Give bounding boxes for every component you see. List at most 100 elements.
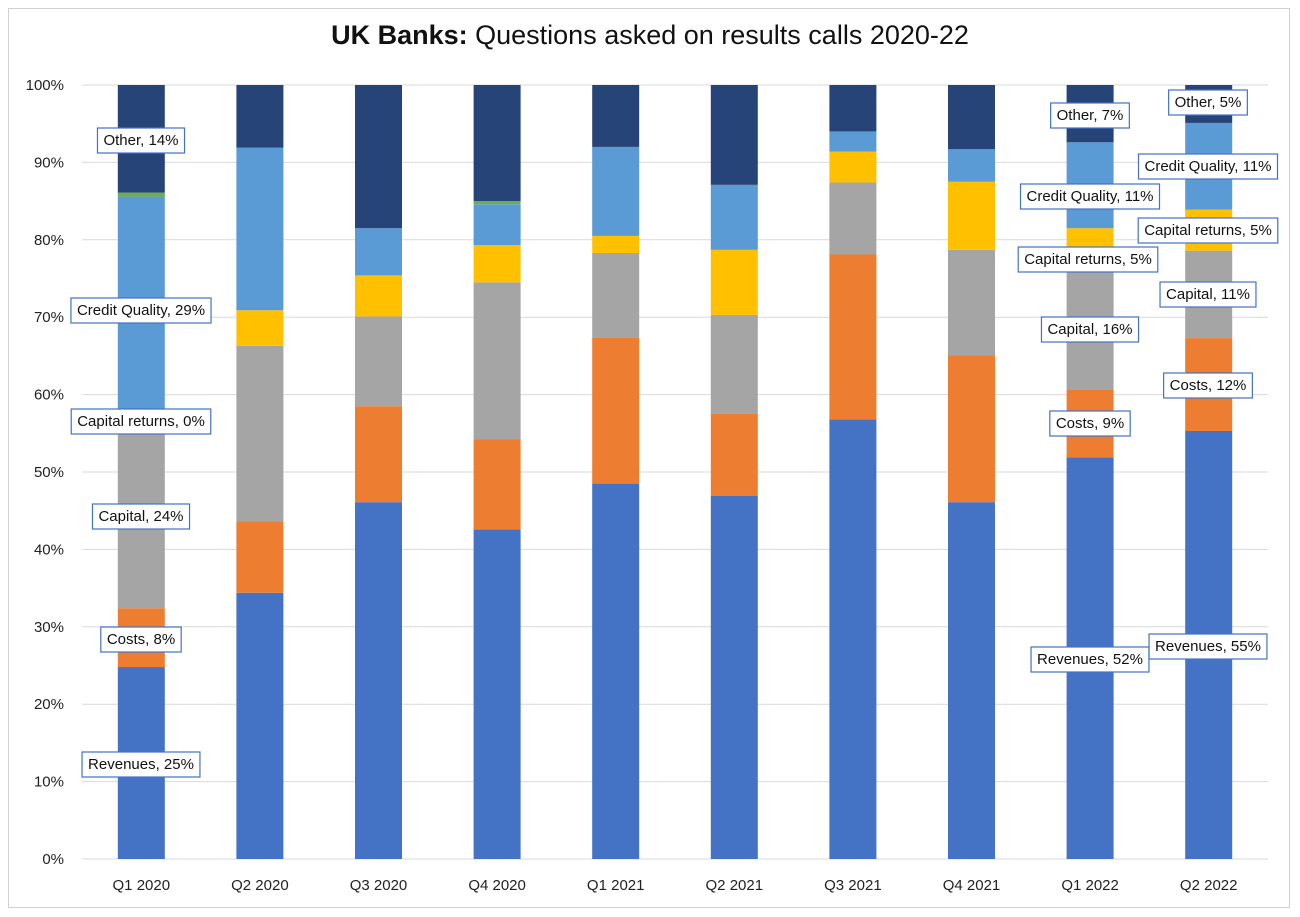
- bar-segment: [829, 419, 877, 859]
- data-label-box: [100, 626, 182, 653]
- bar-segment: [473, 439, 521, 530]
- data-label: Capital, 24%: [91, 503, 191, 530]
- labels-layer: Revenues, 25% Costs, 8% Capital, 24% Capita…: [70, 89, 1279, 778]
- data-label: Other, 5%: [1168, 89, 1248, 116]
- data-label-box: [1040, 316, 1140, 343]
- bar-segment: [236, 521, 284, 593]
- data-label-box: [70, 297, 212, 324]
- bar-segment: [473, 201, 521, 205]
- data-label-text: Capital, 16%: [1047, 321, 1132, 338]
- bar-segment: [592, 235, 640, 253]
- data-label-box: [1168, 89, 1248, 116]
- y-tick-label: 40%: [34, 541, 64, 558]
- data-label-text: Credit Quality, 11%: [1027, 188, 1154, 205]
- bar-segment: [236, 592, 284, 859]
- data-label-box: [1019, 183, 1161, 210]
- bar-segment: [355, 316, 402, 407]
- data-label: Costs, 8%: [100, 626, 182, 653]
- data-label: Capital returns, 0%: [70, 408, 212, 435]
- data-label: Revenues, 52%: [1030, 646, 1150, 673]
- bar-segment: [236, 85, 284, 148]
- x-tick-label: Q2 2021: [706, 877, 764, 894]
- bar-segment: [948, 181, 995, 250]
- y-tick-label: 0%: [42, 851, 64, 868]
- bar-segment: [473, 204, 521, 246]
- bar-segment: [829, 182, 877, 255]
- data-label-box: [1017, 246, 1159, 273]
- data-label: Credit Quality, 11%: [1137, 153, 1279, 180]
- data-label: Costs, 12%: [1163, 372, 1253, 399]
- data-label-box: [81, 751, 201, 778]
- y-tick-label: 70%: [34, 309, 64, 326]
- chart-title: UK Banks: Questions asked on results cal…: [0, 20, 1300, 51]
- data-label-box: [1050, 102, 1130, 129]
- bar-segment: [355, 275, 402, 317]
- data-label: Capital, 11%: [1159, 281, 1257, 308]
- data-label: Credit Quality, 29%: [70, 297, 212, 324]
- bar-segment: [948, 85, 995, 150]
- data-label-text: Other, 7%: [1057, 107, 1124, 124]
- x-tick-label: Q1 2022: [1061, 877, 1119, 894]
- x-tick-label: Q4 2021: [943, 877, 1001, 894]
- y-tick-label: 90%: [34, 154, 64, 171]
- bar-segment: [592, 85, 640, 147]
- y-tick-label: 60%: [34, 387, 64, 404]
- data-label-text: Credit Quality, 29%: [77, 302, 205, 319]
- bar-segment: [592, 146, 640, 236]
- data-label-text: Revenues, 55%: [1155, 638, 1261, 655]
- data-label-text: Costs, 8%: [107, 631, 175, 648]
- bar-segment: [948, 149, 995, 182]
- data-label-text: Other, 14%: [103, 132, 178, 149]
- data-label-box: [1137, 217, 1279, 244]
- data-label-text: Capital returns, 0%: [77, 413, 205, 430]
- data-label: Credit Quality, 11%: [1019, 183, 1161, 210]
- bar-segment: [473, 529, 521, 859]
- bar-segment: [829, 151, 877, 183]
- data-label: Other, 14%: [96, 127, 186, 154]
- data-label-text: Capital returns, 5%: [1024, 251, 1152, 268]
- y-tick-label: 30%: [34, 619, 64, 636]
- bar-segment: [473, 85, 521, 202]
- data-label-text: Other, 5%: [1175, 94, 1242, 111]
- data-label: Revenues, 25%: [81, 751, 201, 778]
- bar-segment: [948, 249, 995, 356]
- data-label-box: [70, 408, 212, 435]
- axis-layer: 0% 10% 20% 30% 40% 50% 60% 70% 80% 90% 100% Q1 2020…: [26, 77, 1238, 894]
- bar-segment: [710, 495, 758, 859]
- y-tick-label: 50%: [34, 464, 64, 481]
- bar-segment: [592, 483, 640, 859]
- bar-segment: [236, 310, 284, 346]
- bar-segment: [710, 184, 758, 250]
- data-label-box: [1137, 153, 1279, 180]
- data-label-text: Capital, 24%: [98, 508, 183, 525]
- x-tick-label: Q2 2022: [1180, 877, 1238, 894]
- bar-segment: [355, 228, 402, 276]
- y-tick-label: 20%: [34, 696, 64, 713]
- x-tick-label: Q1 2020: [113, 877, 171, 894]
- data-label-box: [96, 127, 186, 154]
- bar-segment: [948, 502, 995, 859]
- bar-segment: [948, 355, 995, 503]
- data-label-box: [91, 503, 191, 530]
- x-tick-label: Q1 2021: [587, 877, 645, 894]
- bar-segment: [710, 85, 758, 185]
- bar-segment: [355, 85, 402, 229]
- data-label-text: Capital, 11%: [1166, 286, 1250, 303]
- data-label-box: [1159, 281, 1257, 308]
- bar-segment: [592, 252, 640, 338]
- data-label-box: [1030, 646, 1150, 673]
- chart-title-bold: UK Banks:: [331, 20, 468, 50]
- data-label-text: Capital returns, 5%: [1144, 222, 1272, 239]
- bar-segment: [236, 147, 284, 311]
- bar-segment: [236, 345, 284, 522]
- data-label-text: Revenues, 52%: [1037, 651, 1143, 668]
- y-tick-label: 100%: [26, 77, 64, 94]
- data-label-box: [1148, 633, 1268, 660]
- data-label: Capital returns, 5%: [1137, 217, 1279, 244]
- bar-segment: [355, 502, 402, 859]
- bar-segment: [710, 314, 758, 414]
- bar-segment: [473, 245, 521, 283]
- data-label: Capital returns, 5%: [1017, 246, 1159, 273]
- bar-segment: [473, 282, 521, 440]
